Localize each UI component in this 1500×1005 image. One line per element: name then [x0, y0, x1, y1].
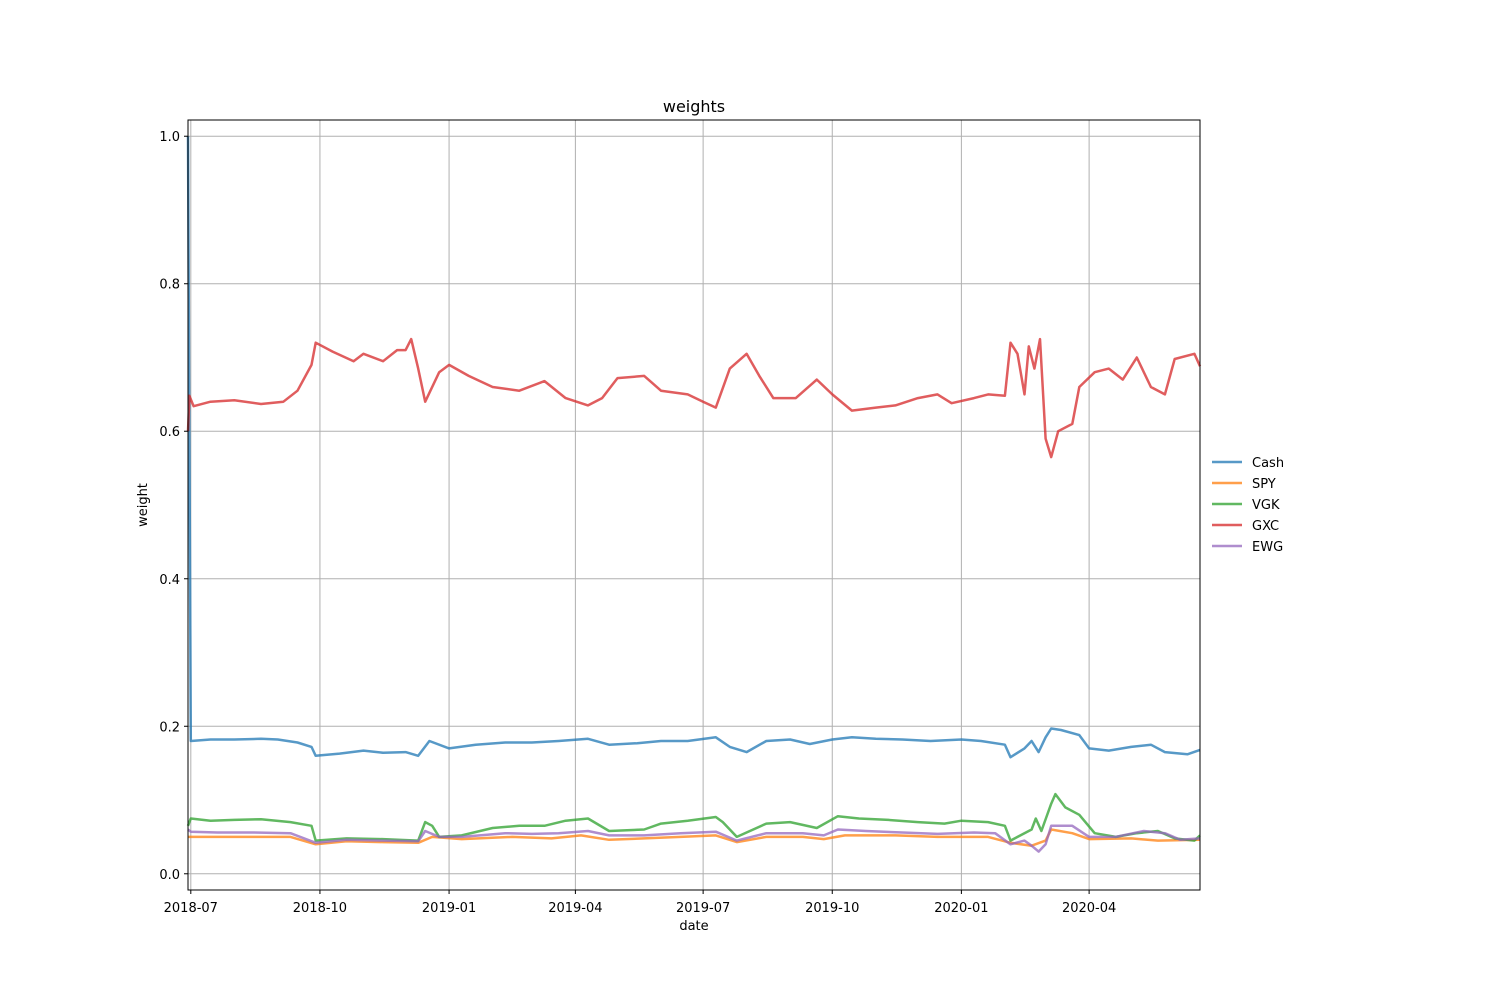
- x-tick-label: 2019-07: [676, 901, 730, 916]
- x-tick-label: 2019-01: [422, 901, 476, 916]
- y-tick-label: 0.6: [159, 425, 180, 440]
- x-tick-label: 2018-10: [293, 901, 347, 916]
- y-tick-label: 0.2: [159, 720, 180, 735]
- axis-ticks: 2018-07 2018-10 2019-01 2019-04 2019-07 2019-…: [159, 130, 1116, 916]
- legend-label-cash: Cash: [1252, 456, 1284, 471]
- legend-label-ewg: EWG: [1252, 540, 1283, 555]
- y-tick-label: 0.4: [159, 573, 180, 588]
- chart-title: weights: [663, 97, 725, 116]
- x-axis-label: date: [679, 919, 708, 934]
- legend: Cash SPY VGK GXC EWG: [1212, 456, 1284, 555]
- x-tick-label: 2018-07: [164, 901, 218, 916]
- legend-label-gxc: GXC: [1252, 519, 1279, 534]
- legend-label-spy: SPY: [1252, 477, 1276, 492]
- y-tick-label: 0.8: [159, 278, 180, 293]
- grid-lines: [188, 120, 1200, 890]
- series-line-gxc: [186, 337, 1202, 459]
- x-tick-label: 2019-10: [805, 901, 859, 916]
- x-tick-label: 2020-01: [934, 901, 988, 916]
- plot-frame: [187, 119, 1201, 891]
- y-axis-label: weight: [136, 483, 151, 527]
- y-tick-label: 1.0: [159, 130, 180, 145]
- x-tick-label: 2019-04: [548, 901, 602, 916]
- series-lines: [186, 136, 1202, 853]
- series-line-cash: [186, 136, 1201, 759]
- x-tick-label: 2020-04: [1062, 901, 1116, 916]
- series-line-vgk: [186, 792, 1201, 842]
- y-tick-label: 0.0: [159, 868, 180, 883]
- series-line-ewg: [187, 824, 1201, 853]
- legend-label-vgk: VGK: [1252, 498, 1280, 513]
